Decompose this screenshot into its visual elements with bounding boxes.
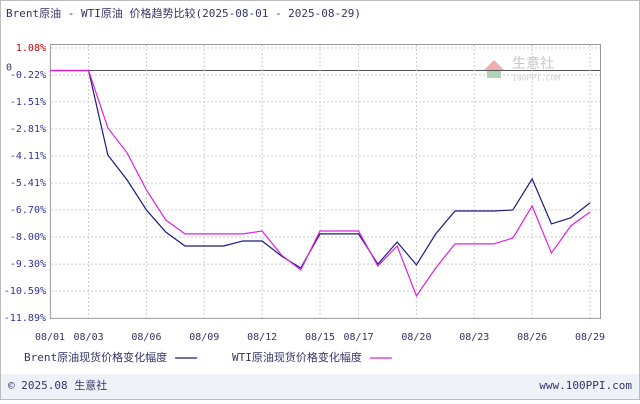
plot-area: [50, 44, 601, 319]
y-tick-label: -5.41%: [10, 178, 46, 189]
x-tick-label: 08/23: [459, 332, 489, 343]
x-tick-label: 08/17: [344, 332, 374, 343]
y-tick-label: 1.08%: [16, 43, 46, 54]
watermark-logo: [484, 60, 504, 70]
watermark-site: 100PPI.COM: [512, 74, 560, 83]
y-tick-label: -2.81%: [10, 124, 46, 135]
x-tick-label: 08/03: [74, 332, 104, 343]
watermark: 生意社 100PPI.COM: [484, 55, 560, 83]
x-tick-label: 08/09: [189, 332, 219, 343]
y-tick-label: -11.89%: [4, 313, 46, 324]
x-tick-label: 08/12: [247, 332, 277, 343]
x-tick-label: 08/15: [305, 332, 335, 343]
x-tick-label: 08/26: [517, 332, 547, 343]
series-line: [50, 69, 591, 298]
y-tick-label: -4.11%: [10, 151, 46, 162]
y-tick-label: -10.59%: [4, 286, 46, 297]
x-tick-label: 08/01: [35, 332, 65, 343]
y-tick-label: -1.51%: [10, 97, 46, 108]
watermark-logo: [487, 70, 501, 78]
x-tick-label: 08/29: [575, 332, 605, 343]
series-line: [50, 69, 591, 269]
zero-label: 0: [6, 62, 12, 73]
footer-right: www.100PPI.com: [539, 379, 632, 392]
watermark-name: 生意社: [512, 55, 554, 72]
footer-left: © 2025.08 生意社: [8, 378, 107, 392]
footer-bar: [1, 374, 639, 399]
y-tick-label: -8.00%: [10, 232, 46, 243]
y-tick-label: -9.30%: [10, 259, 46, 270]
legend-label: WTI原油现货价格变化幅度: [232, 350, 362, 364]
x-tick-label: 08/20: [401, 332, 431, 343]
y-tick-label: -6.70%: [10, 205, 46, 216]
x-tick-label: 08/06: [131, 332, 161, 343]
y-tick-label: -0.22%: [10, 70, 46, 81]
chart-title: Brent原油 - WTI原油 价格趋势比较(2025-08-01 - 2025…: [6, 6, 361, 20]
legend-label: Brent原油现货价格变化幅度: [24, 350, 167, 364]
